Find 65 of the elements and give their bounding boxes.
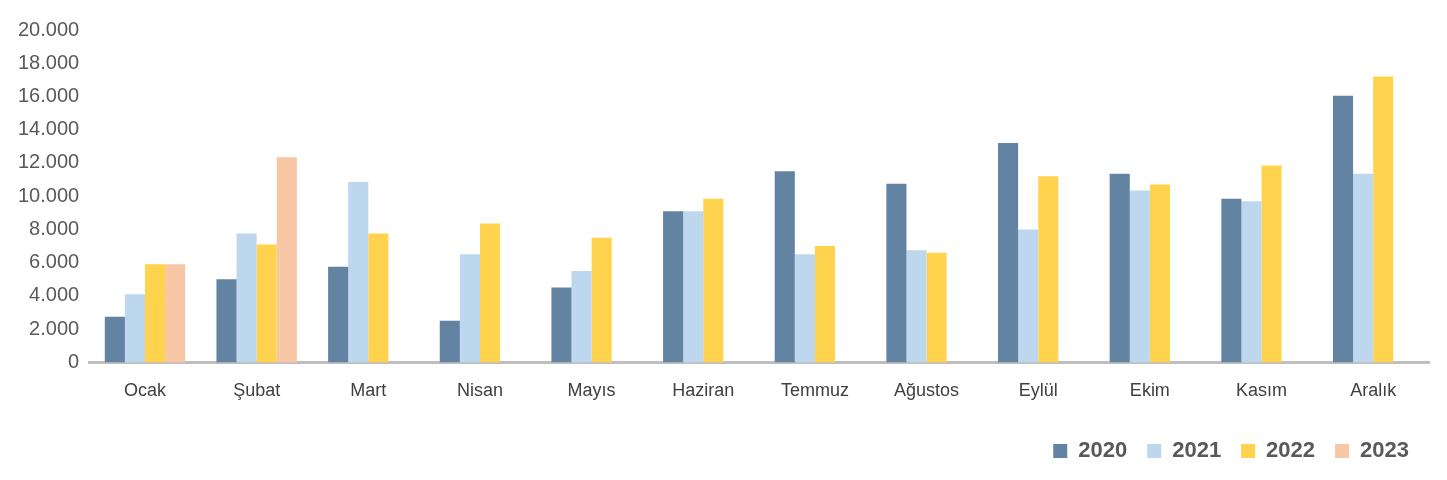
bar bbox=[591, 237, 612, 363]
bar bbox=[348, 182, 369, 363]
x-tick-label: Eylül bbox=[1018, 380, 1058, 401]
x-tick-label: Ocak bbox=[123, 380, 167, 401]
bar bbox=[368, 233, 389, 363]
bar bbox=[1353, 173, 1374, 363]
bar bbox=[479, 223, 501, 363]
bar bbox=[1018, 229, 1039, 363]
bar bbox=[926, 252, 947, 363]
bar bbox=[794, 254, 815, 363]
bar bbox=[703, 198, 724, 363]
bar bbox=[1261, 165, 1282, 363]
bar bbox=[683, 211, 704, 363]
bar bbox=[439, 320, 460, 363]
legend-label: 2021 bbox=[1172, 437, 1222, 463]
bar bbox=[1109, 173, 1130, 363]
bar bbox=[256, 244, 277, 363]
x-tick-label: Temmuz bbox=[780, 380, 849, 401]
bar bbox=[774, 171, 795, 363]
x-tick-label: Ekim bbox=[1129, 380, 1170, 401]
bar bbox=[236, 233, 257, 363]
y-tick-label: 6.000 bbox=[29, 250, 80, 273]
x-tick-label: Şubat bbox=[233, 380, 281, 401]
bar bbox=[459, 254, 480, 363]
bar bbox=[906, 250, 927, 363]
bar bbox=[1241, 201, 1262, 363]
y-tick-label: 14.000 bbox=[18, 117, 80, 140]
bar bbox=[1373, 76, 1394, 363]
legend-label: 2022 bbox=[1266, 437, 1316, 463]
bar bbox=[998, 143, 1019, 363]
bar bbox=[814, 246, 836, 363]
y-tick-label: 0 bbox=[68, 349, 80, 372]
bar bbox=[328, 266, 349, 363]
bar bbox=[104, 316, 125, 363]
bar bbox=[886, 183, 907, 363]
bar bbox=[571, 270, 592, 363]
bar bbox=[1129, 190, 1150, 363]
bar bbox=[165, 264, 186, 363]
bar bbox=[1332, 95, 1354, 363]
y-tick-label: 12.000 bbox=[18, 150, 80, 173]
y-tick-label: 4.000 bbox=[29, 283, 80, 306]
x-tick-label: Nisan bbox=[456, 380, 503, 401]
x-tick-label: Kasım bbox=[1236, 380, 1288, 401]
y-tick-label: 8.000 bbox=[29, 216, 80, 239]
x-tick-label: Ağustos bbox=[894, 380, 960, 401]
x-tick-label: Mayıs bbox=[567, 380, 616, 401]
bar bbox=[1221, 198, 1242, 363]
y-tick-label: 2.000 bbox=[29, 316, 80, 339]
x-tick-label: Haziran bbox=[672, 380, 735, 401]
bar bbox=[663, 211, 684, 363]
bar bbox=[124, 294, 145, 363]
x-tick-label: Aralık bbox=[1350, 380, 1398, 401]
legend-label: 2020 bbox=[1078, 437, 1128, 463]
legend-label: 2023 bbox=[1360, 437, 1410, 463]
bar bbox=[145, 264, 166, 363]
y-tick-label: 10.000 bbox=[18, 183, 80, 206]
y-tick-label: 20.000 bbox=[18, 17, 80, 40]
bar bbox=[1038, 176, 1059, 363]
y-tick-label: 16.000 bbox=[18, 84, 80, 106]
y-tick-label: 18.000 bbox=[18, 50, 80, 73]
bar bbox=[551, 287, 572, 363]
bar bbox=[1149, 184, 1170, 363]
bar bbox=[216, 279, 237, 363]
bar bbox=[276, 157, 297, 363]
x-tick-label: Mart bbox=[350, 380, 387, 401]
